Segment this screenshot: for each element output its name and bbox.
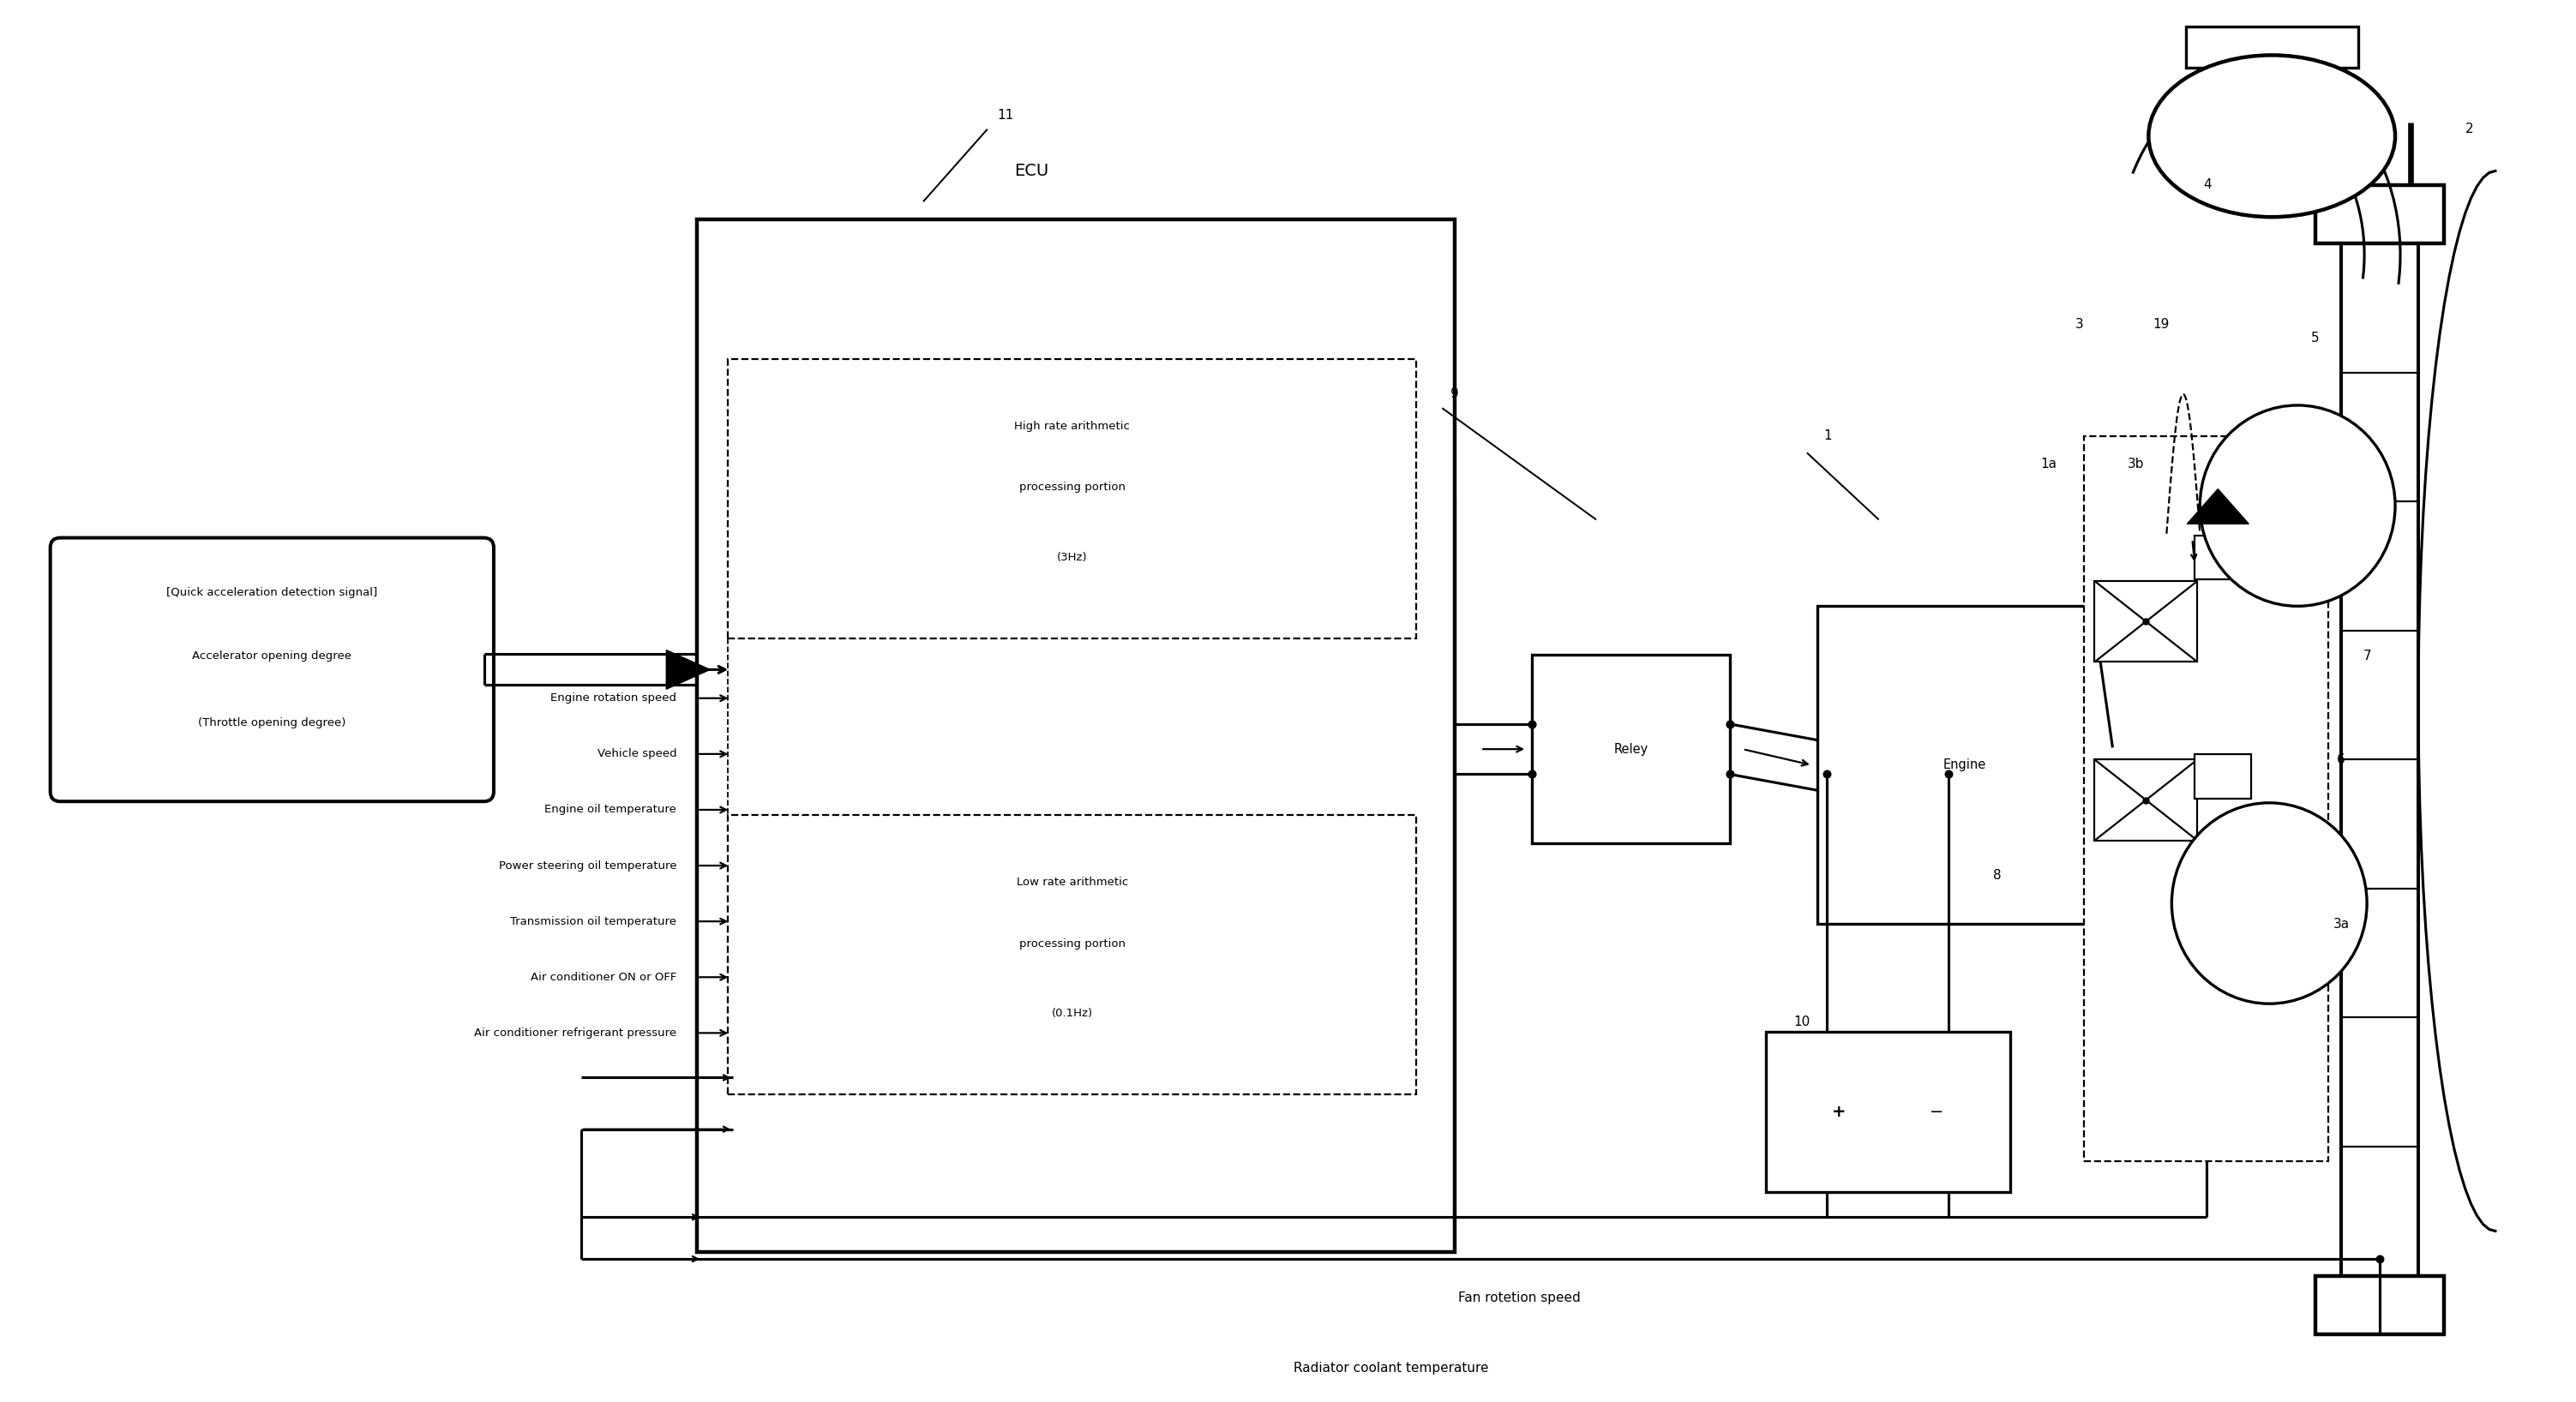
- Text: Fan rotetion speed: Fan rotetion speed: [1458, 1291, 1582, 1304]
- Text: 3b: 3b: [2128, 457, 2143, 470]
- Text: Accelerator opening degree: Accelerator opening degree: [193, 651, 353, 662]
- FancyBboxPatch shape: [2184, 27, 2357, 67]
- Text: 8: 8: [1994, 869, 2002, 882]
- Point: [2125, 789, 2166, 812]
- Text: Air conditioner ON or OFF: Air conditioner ON or OFF: [531, 972, 677, 983]
- FancyBboxPatch shape: [2084, 436, 2329, 1161]
- Text: 7: 7: [2362, 651, 2370, 663]
- Text: 1: 1: [1824, 429, 1832, 443]
- Text: Vehicle speed: Vehicle speed: [598, 749, 677, 760]
- Text: Engine: Engine: [1942, 758, 1986, 771]
- Text: Reley: Reley: [1613, 743, 1649, 756]
- FancyBboxPatch shape: [1816, 606, 2112, 924]
- Text: (3Hz): (3Hz): [1056, 552, 1087, 562]
- Point: [2125, 610, 2166, 632]
- FancyBboxPatch shape: [2316, 1276, 2445, 1335]
- Text: 2: 2: [2465, 123, 2473, 136]
- FancyBboxPatch shape: [52, 538, 495, 802]
- Ellipse shape: [2148, 55, 2396, 217]
- Text: Transmission oil temperature: Transmission oil temperature: [510, 916, 677, 927]
- Text: 3: 3: [2076, 318, 2084, 331]
- Text: ECU: ECU: [1015, 163, 1048, 179]
- FancyBboxPatch shape: [729, 359, 1417, 638]
- Text: −: −: [1929, 1103, 1945, 1120]
- Point: [1512, 712, 1553, 735]
- Ellipse shape: [2172, 803, 2367, 1004]
- FancyBboxPatch shape: [2195, 754, 2251, 799]
- Text: 1a: 1a: [2040, 457, 2056, 470]
- Text: 5: 5: [2311, 332, 2318, 345]
- Text: 19: 19: [2154, 318, 2169, 331]
- Point: [1806, 763, 1847, 785]
- Polygon shape: [667, 651, 711, 690]
- Text: (0.1Hz): (0.1Hz): [1051, 1008, 1092, 1019]
- Ellipse shape: [2200, 405, 2396, 606]
- FancyBboxPatch shape: [729, 816, 1417, 1095]
- Text: 6: 6: [2336, 753, 2344, 765]
- Point: [1710, 763, 1752, 785]
- Point: [2360, 1248, 2401, 1270]
- FancyBboxPatch shape: [2094, 760, 2197, 840]
- Text: Low rate arithmetic: Low rate arithmetic: [1018, 876, 1128, 887]
- FancyBboxPatch shape: [2316, 185, 2445, 244]
- Text: +: +: [1832, 1103, 1847, 1120]
- Text: 10: 10: [1793, 1015, 1811, 1028]
- Text: Engine oil temperature: Engine oil temperature: [544, 805, 677, 816]
- FancyBboxPatch shape: [1533, 655, 1731, 843]
- Point: [1512, 763, 1553, 785]
- Text: 4: 4: [2202, 178, 2213, 191]
- Point: [1929, 763, 1971, 785]
- Polygon shape: [2187, 489, 2249, 524]
- Text: processing portion: processing portion: [1020, 938, 1126, 949]
- FancyBboxPatch shape: [698, 220, 1455, 1252]
- Text: 3a: 3a: [2334, 918, 2349, 931]
- Text: [Quick acceleration detection signal]: [Quick acceleration detection signal]: [167, 587, 379, 599]
- Text: Power steering oil temperature: Power steering oil temperature: [500, 859, 677, 871]
- Text: 9: 9: [1450, 388, 1458, 401]
- Text: High rate arithmetic: High rate arithmetic: [1015, 421, 1131, 432]
- Text: Radiator coolant temperature: Radiator coolant temperature: [1293, 1361, 1489, 1374]
- Point: [1710, 712, 1752, 735]
- Text: Air conditioner refrigerant pressure: Air conditioner refrigerant pressure: [474, 1028, 677, 1039]
- Text: 11: 11: [997, 109, 1015, 122]
- FancyBboxPatch shape: [2094, 580, 2197, 662]
- Text: processing portion: processing portion: [1020, 482, 1126, 494]
- FancyBboxPatch shape: [2195, 536, 2251, 579]
- FancyBboxPatch shape: [1765, 1032, 2009, 1192]
- Text: Engine rotation speed: Engine rotation speed: [551, 693, 677, 704]
- Text: (Throttle opening degree): (Throttle opening degree): [198, 716, 345, 728]
